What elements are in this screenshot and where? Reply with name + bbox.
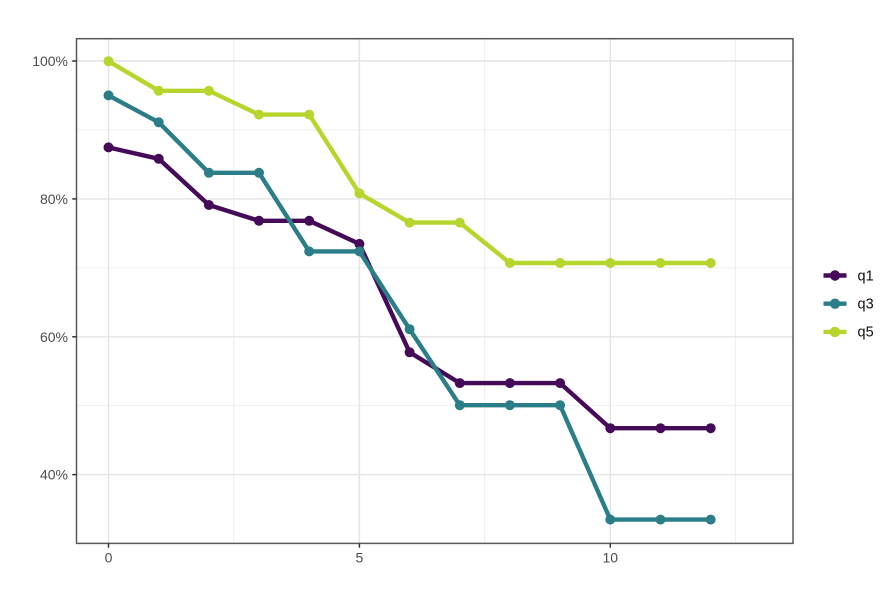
svg-text:q1: q1 (858, 268, 874, 284)
svg-text:60%: 60% (40, 329, 68, 345)
svg-text:5: 5 (356, 550, 364, 566)
svg-text:q5: q5 (858, 325, 874, 341)
svg-text:100%: 100% (32, 53, 68, 69)
svg-text:10: 10 (603, 550, 619, 566)
svg-text:80%: 80% (40, 191, 68, 207)
svg-text:q3: q3 (858, 297, 874, 313)
svg-text:0: 0 (105, 550, 113, 566)
svg-text:40%: 40% (40, 467, 68, 483)
